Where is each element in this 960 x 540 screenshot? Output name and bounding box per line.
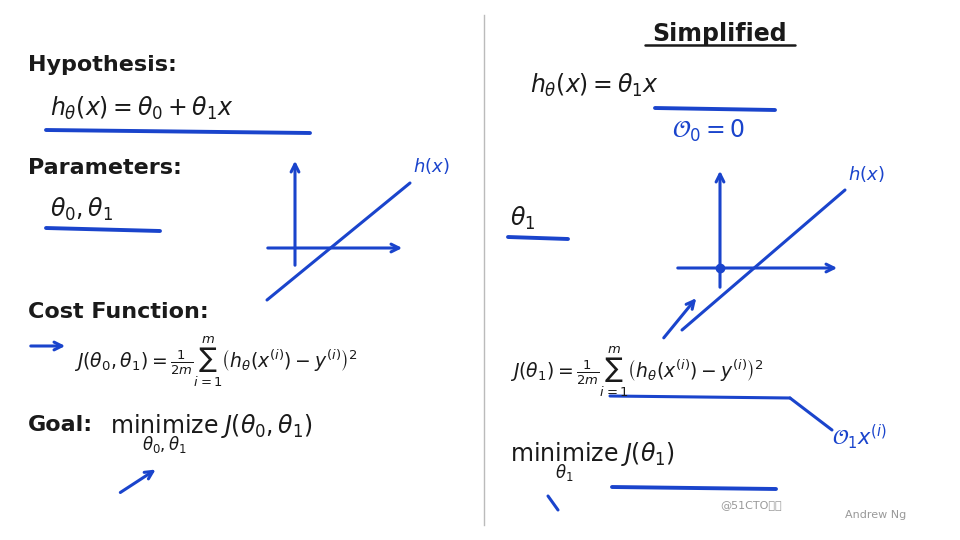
Text: $J(\theta_1) = \frac{1}{2m}\sum_{i=1}^{m}\left(h_\theta(x^{(i)}) - y^{(i)}\right: $J(\theta_1) = \frac{1}{2m}\sum_{i=1}^{m…: [510, 345, 764, 399]
Text: Parameters:: Parameters:: [28, 158, 181, 178]
Text: $J(\theta_0, \theta_1) = \frac{1}{2m}\sum_{i=1}^{m}\left(h_\theta(x^{(i)}) - y^{: $J(\theta_0, \theta_1) = \frac{1}{2m}\su…: [74, 335, 358, 389]
Text: $h_\theta(x) = \theta_0 + \theta_1 x$: $h_\theta(x) = \theta_0 + \theta_1 x$: [50, 95, 233, 122]
Text: $h_\theta(x) = \theta_1 x$: $h_\theta(x) = \theta_1 x$: [530, 72, 660, 99]
Text: Andrew Ng: Andrew Ng: [845, 510, 906, 520]
Text: Cost Function:: Cost Function:: [28, 302, 208, 322]
Text: $h(x)$: $h(x)$: [848, 164, 884, 184]
Text: $\mathcal{O}_0 = 0$: $\mathcal{O}_0 = 0$: [672, 118, 745, 144]
Text: @51CTO博客: @51CTO博客: [720, 500, 781, 510]
Text: $h(x)$: $h(x)$: [413, 156, 449, 176]
Text: Goal:: Goal:: [28, 415, 93, 435]
Text: $\theta_1$: $\theta_1$: [510, 205, 536, 232]
Text: $\underset{\theta_1}{\mathrm{minimize}}\; J(\theta_1)$: $\underset{\theta_1}{\mathrm{minimize}}\…: [510, 440, 675, 484]
Text: $\underset{\theta_0,\theta_1}{\mathrm{minimize}}\; J(\theta_0, \theta_1)$: $\underset{\theta_0,\theta_1}{\mathrm{mi…: [110, 412, 313, 456]
Text: $\mathcal{O}_1 x^{(i)}$: $\mathcal{O}_1 x^{(i)}$: [832, 422, 887, 451]
Text: $\theta_0, \theta_1$: $\theta_0, \theta_1$: [50, 196, 113, 223]
Text: Simplified: Simplified: [653, 22, 787, 46]
Text: Hypothesis:: Hypothesis:: [28, 55, 177, 75]
